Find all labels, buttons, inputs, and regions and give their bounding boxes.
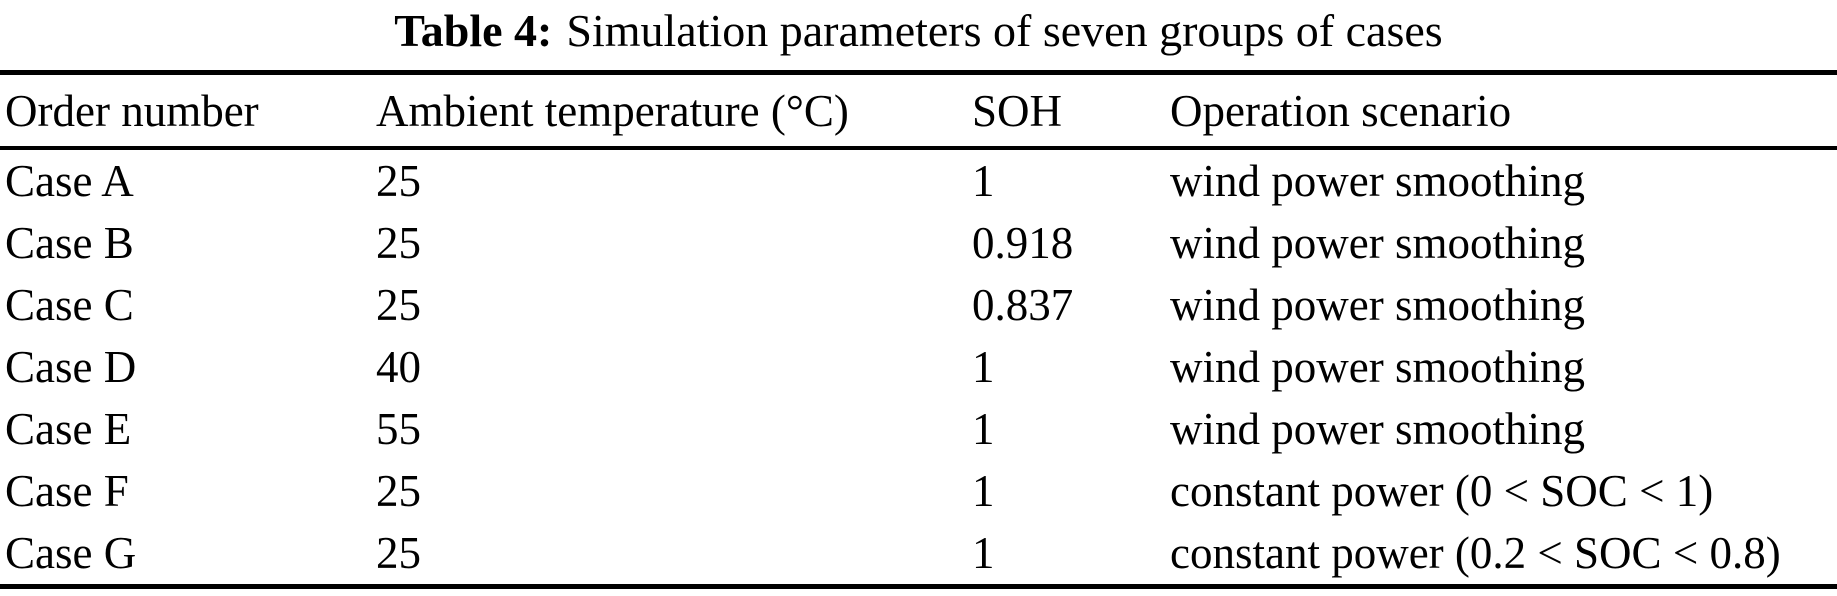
table-row: Case F 25 1 constant power (0 < SOC < 1) [0,460,1837,522]
table-caption-text: Simulation parameters of seven groups of… [566,5,1443,56]
table-caption: Table 4: Simulation parameters of seven g… [0,2,1837,60]
table-row: Case A 25 1 wind power smoothing [0,148,1837,212]
table-header: Order number Ambient temperature (°C) SO… [0,72,1837,150]
cell-order-number: Case E [5,404,132,454]
table-caption-label: Table 4: [394,5,553,56]
cell-soh: 1 [972,528,995,578]
cell-operation-scenario: wind power smoothing [1170,218,1585,268]
cell-soh: 1 [972,404,995,454]
table-row: Case E 55 1 wind power smoothing [0,398,1837,460]
cell-ambient-temperature: 25 [376,528,421,578]
cell-operation-scenario: constant power (0.2 < SOC < 0.8) [1170,528,1781,578]
cell-soh: 1 [972,466,995,516]
cell-ambient-temperature: 25 [376,280,421,330]
cell-operation-scenario: wind power smoothing [1170,280,1585,330]
header-ambient-temperature: Ambient temperature (°C) [376,72,972,150]
table-row: Case D 40 1 wind power smoothing [0,336,1837,398]
table-block: Order number Ambient temperature (°C) SO… [0,70,1837,589]
cell-operation-scenario: constant power (0 < SOC < 1) [1170,466,1714,516]
table-row: Case C 25 0.837 wind power smoothing [0,274,1837,336]
cell-ambient-temperature: 25 [376,466,421,516]
cell-operation-scenario: wind power smoothing [1170,156,1585,206]
table-row: Case G 25 1 constant power (0.2 < SOC < … [0,522,1837,587]
cell-soh: 0.918 [972,218,1074,268]
table-body: Case A 25 1 wind power smoothing Case B … [0,148,1837,587]
cell-soh: 1 [972,342,995,392]
cell-operation-scenario: wind power smoothing [1170,404,1585,454]
cell-order-number: Case G [5,528,137,578]
cell-soh: 0.837 [972,280,1074,330]
simulation-parameters-table: Order number Ambient temperature (°C) SO… [0,70,1837,589]
cell-order-number: Case F [5,466,129,516]
cell-ambient-temperature: 40 [376,342,421,392]
cell-operation-scenario: wind power smoothing [1170,342,1585,392]
header-row: Order number Ambient temperature (°C) SO… [0,72,1837,150]
header-operation-scenario: Operation scenario [1170,72,1837,150]
cell-ambient-temperature: 55 [376,404,421,454]
cell-order-number: Case A [5,156,134,206]
cell-order-number: Case C [5,280,134,330]
cell-soh: 1 [972,156,995,206]
cell-order-number: Case D [5,342,137,392]
cell-ambient-temperature: 25 [376,218,421,268]
cell-ambient-temperature: 25 [376,156,421,206]
cell-order-number: Case B [5,218,134,268]
table-row: Case B 25 0.918 wind power smoothing [0,212,1837,274]
header-soh: SOH [972,72,1170,150]
header-order-number: Order number [0,72,376,150]
